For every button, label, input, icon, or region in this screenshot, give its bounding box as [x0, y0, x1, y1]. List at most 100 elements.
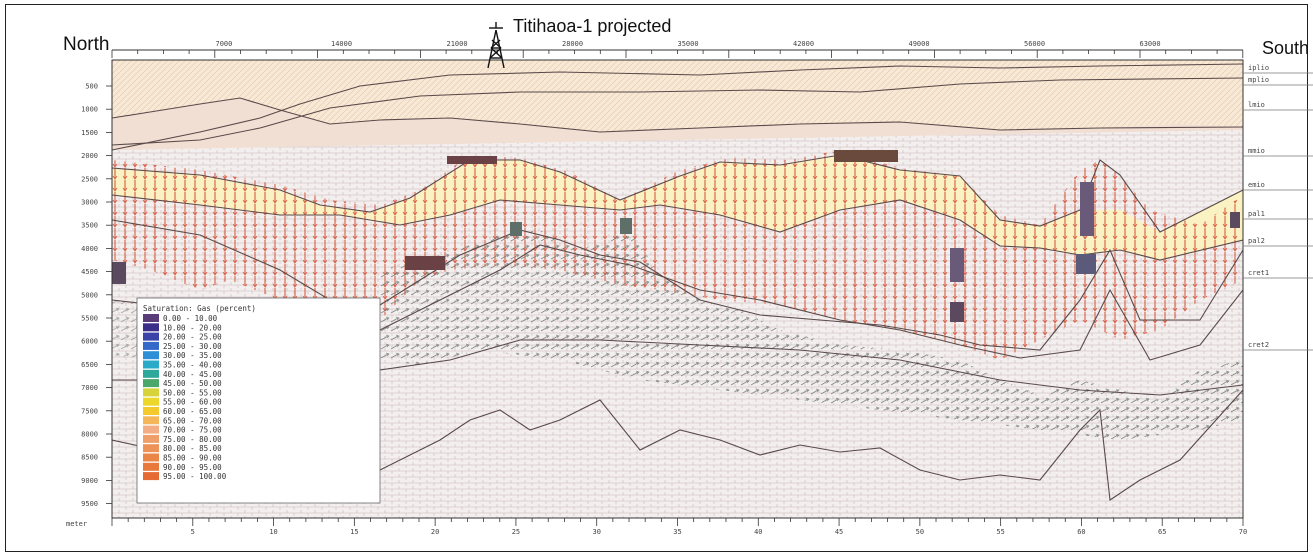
legend-swatch [143, 360, 159, 369]
bottom-tick-label: 65 [1158, 528, 1166, 536]
top-tick-label: 63000 [1140, 40, 1161, 48]
legend-entry-label: 60.00 - 65.00 [163, 407, 222, 416]
gas-accumulations [112, 150, 1240, 322]
top-axis: 7000 14000 21000 28000 35000 42000 49000 56000 6… [111, 40, 1244, 58]
layer-label-cret2: cret2 [1248, 341, 1269, 349]
depth-tick-label: 4500 [81, 268, 98, 276]
layer-label-mplio: mplio [1248, 76, 1269, 84]
legend-swatch [143, 314, 159, 322]
legend-swatch [143, 388, 159, 397]
layer-label-cret1: cret1 [1248, 269, 1269, 277]
bottom-tick-label: 20 [431, 528, 439, 536]
legend-entry-label: 0.00 - 10.00 [163, 314, 218, 323]
legend-swatch [143, 369, 159, 378]
legend-entry-label: 70.00 - 75.00 [163, 426, 222, 435]
south-label: South [1262, 38, 1310, 58]
layer-label-pal2: pal2 [1248, 237, 1265, 245]
bottom-tick-label: 5 [191, 528, 195, 536]
legend-swatch [143, 444, 159, 453]
bottom-axis-unit: meter [66, 520, 87, 528]
north-label: North [63, 34, 110, 55]
bottom-tick-label: 45 [835, 528, 843, 536]
legend-entry-label: 90.00 - 95.00 [163, 463, 222, 472]
legend-entry-label: 10.00 - 20.00 [163, 323, 222, 332]
depth-tick-label: 6000 [81, 338, 98, 346]
legend-entry-label: 25.00 - 30.00 [163, 342, 222, 351]
legend-swatch [143, 351, 159, 360]
legend-swatch [143, 397, 159, 406]
legend-swatch [143, 453, 159, 462]
top-tick-label: 21000 [447, 40, 468, 48]
depth-tick-label: 1500 [81, 129, 98, 137]
derrick-icon [487, 22, 505, 69]
depth-tick-label: 7500 [81, 407, 98, 415]
legend-entry-label: 85.00 - 90.00 [163, 454, 222, 463]
bottom-tick-label: 25 [512, 528, 520, 536]
bottom-tick-label: 40 [754, 528, 762, 536]
legend-swatch [143, 341, 159, 350]
legend-entry-label: 65.00 - 70.00 [163, 416, 222, 425]
bottom-tick-label: 70 [1239, 528, 1247, 536]
depth-tick-label: 1000 [81, 106, 98, 114]
depth-axis: 500 1000 1500 2000 2500 3000 3500 4000 4500 5000 5… [81, 83, 112, 508]
legend-entry-label: 40.00 - 45.00 [163, 370, 222, 379]
bottom-axis: 5 10 15 20 25 30 35 40 45 50 55 60 65 70 [111, 518, 1247, 536]
depth-tick-label: 8500 [81, 454, 98, 462]
legend-entry-label: 55.00 - 60.00 [163, 398, 222, 407]
depth-tick-label: 6500 [81, 361, 98, 369]
layer-label-iplio: iplio [1248, 64, 1269, 72]
layer-label-pal1: pal1 [1248, 210, 1265, 218]
layer-label-mmio: mmio [1248, 147, 1265, 155]
legend-swatch [143, 416, 159, 425]
legend-entry-label: 45.00 - 50.00 [163, 379, 222, 388]
top-tick-label: 56000 [1024, 40, 1045, 48]
depth-tick-label: 8000 [81, 431, 98, 439]
top-tick-label: 14000 [331, 40, 352, 48]
legend-title: Saturation: Gas (percent) [143, 304, 256, 313]
legend-swatch [143, 379, 159, 388]
legend-swatch [143, 462, 159, 471]
bottom-tick-label: 35 [673, 528, 681, 536]
legend-swatch [143, 332, 159, 341]
bottom-tick-label: 15 [350, 528, 358, 536]
depth-tick-label: 3500 [81, 222, 98, 230]
legend-entry-label: 80.00 - 85.00 [163, 444, 222, 453]
layer-label-emio: emio [1248, 181, 1265, 189]
depth-tick-label: 9000 [81, 477, 98, 485]
depth-tick-label: 5500 [81, 315, 98, 323]
depth-tick-label: 4000 [81, 245, 98, 253]
depth-tick-label: 9500 [81, 500, 98, 508]
layer-labels: iplio mplio lmio mmio emio pal1 pal2 cret1 cret2 [1243, 64, 1313, 351]
legend: Saturation: Gas (percent) 0.00 - 10.0010… [136, 297, 381, 504]
depth-tick-label: 3000 [81, 199, 98, 207]
legend-entry-label: 95.00 - 100.00 [163, 472, 227, 481]
legend-entry-label: 75.00 - 80.00 [163, 435, 222, 444]
top-tick-label: 49000 [909, 40, 930, 48]
bottom-tick-label: 55 [996, 528, 1004, 536]
layer-label-lmio: lmio [1248, 101, 1265, 109]
bottom-tick-label: 60 [1077, 528, 1085, 536]
legend-swatch [143, 434, 159, 443]
legend-swatch [143, 472, 159, 481]
bottom-tick-label: 30 [592, 528, 600, 536]
legend-swatch [143, 425, 159, 434]
depth-tick-label: 2500 [81, 175, 98, 183]
depth-tick-label: 7000 [81, 384, 98, 392]
top-tick-label: 42000 [793, 40, 814, 48]
bottom-tick-label: 50 [916, 528, 924, 536]
legend-swatch [143, 407, 159, 415]
legend-entry-label: 35.00 - 40.00 [163, 361, 222, 370]
well-label: Titihaoa-1 projected [513, 16, 672, 36]
depth-tick-label: 2000 [81, 152, 98, 160]
top-tick-label: 7000 [216, 40, 233, 48]
legend-entry-label: 30.00 - 35.00 [163, 351, 222, 360]
legend-swatch [143, 323, 159, 332]
depth-tick-label: 500 [85, 83, 98, 91]
bottom-tick-label: 10 [269, 528, 277, 536]
legend-entry-label: 20.00 - 25.00 [163, 333, 222, 342]
top-tick-label: 35000 [678, 40, 699, 48]
legend-entry-label: 50.00 - 55.00 [163, 388, 222, 397]
top-tick-label: 28000 [562, 40, 583, 48]
depth-tick-label: 5000 [81, 291, 98, 299]
